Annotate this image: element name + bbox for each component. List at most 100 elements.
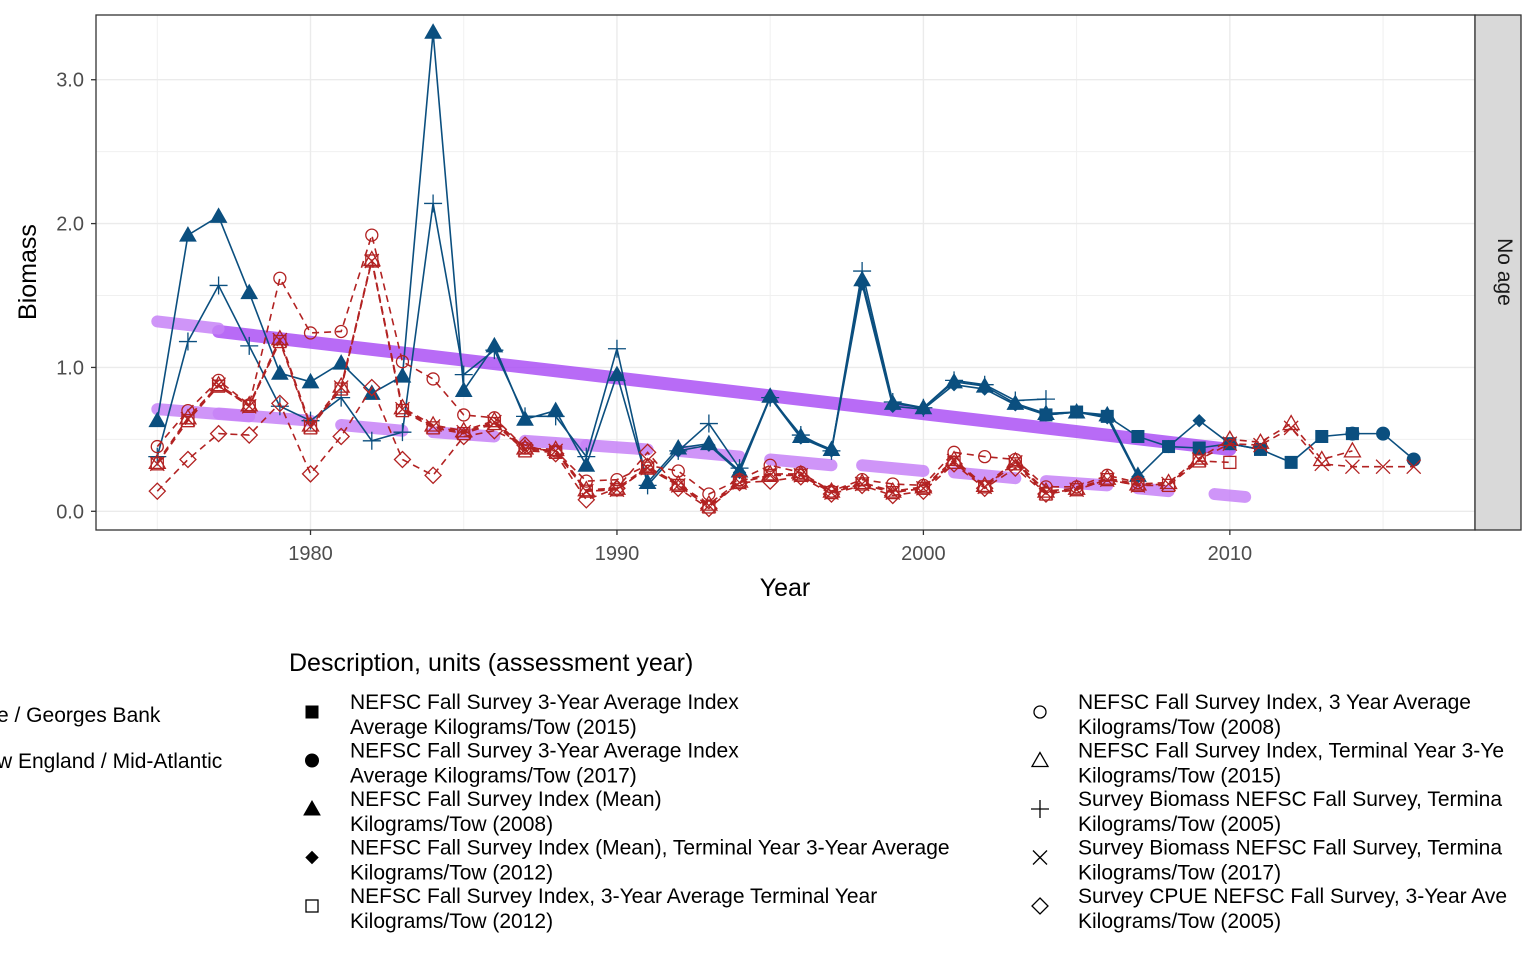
data-point-open-triangle: [1030, 751, 1050, 768]
data-point-open-triangle: [944, 450, 964, 467]
data-point-cross: [1099, 472, 1115, 488]
data-point-open-triangle: [638, 457, 657, 474]
data-point-cross: [670, 477, 686, 493]
trend-line-segment: [856, 459, 930, 478]
data-point-triangle: [608, 365, 626, 382]
data-point-open-triangle: [730, 471, 749, 488]
region-legend: e / Georges Bank w England / Mid-Atlantic: [0, 704, 222, 773]
legend-item: NEFSC Fall Survey 3-Year Average IndexAv…: [305, 740, 739, 788]
data-point-open-triangle: [301, 415, 320, 432]
data-point-open-diamond: [791, 467, 810, 486]
data-point-open-diamond: [975, 479, 994, 498]
data-point-open-circle: [426, 372, 440, 386]
data-point-diamond: [977, 382, 992, 396]
facet-strip: [1474, 14, 1522, 531]
x-tick-label: 2010: [1208, 543, 1253, 565]
data-point-open-triangle: [362, 250, 381, 267]
trend-line-segment: [672, 444, 746, 463]
data-point-open-circle: [303, 326, 318, 340]
data-point-cross: [701, 498, 717, 514]
legend-item-line2: Average Kilograms/Tow (2015): [350, 716, 637, 739]
data-point-cross: [241, 398, 257, 414]
trend-line-segment: [151, 315, 225, 335]
series-line: [156, 203, 1047, 488]
data-point-open-triangle: [577, 480, 596, 497]
data-point-square: [1315, 429, 1329, 443]
data-point-open-diamond: [393, 450, 412, 469]
region-legend-label: e / Georges Bank: [0, 704, 161, 727]
data-point-cross: [1314, 456, 1330, 472]
data-point-triangle: [240, 283, 259, 300]
data-point-cross: [548, 443, 564, 459]
legend-item-line1: NEFSC Fall Survey Index, 3 Year Average: [1078, 691, 1471, 714]
data-point-diamond: [1192, 413, 1206, 428]
legend-item-line1: NEFSC Fall Survey Index (Mean): [350, 788, 662, 811]
data-point-plus: [546, 407, 565, 426]
data-point-open-triangle: [1067, 478, 1086, 495]
data-point-open-circle: [150, 439, 164, 454]
data-point-triangle: [454, 381, 473, 397]
data-point-circle: [305, 753, 319, 768]
legend-item-line2: Kilograms/Tow (2012): [350, 862, 553, 885]
data-point-open-diamond: [1031, 897, 1049, 915]
data-point-open-triangle: [1343, 441, 1362, 458]
data-point-open-circle: [395, 355, 410, 369]
data-point-plus: [485, 341, 504, 360]
y-axis-title: Biomass: [14, 224, 42, 320]
y-axis: 0.0 1.0 2.0 3.0: [56, 70, 96, 523]
data-point-cross: [456, 424, 472, 440]
data-point-diamond: [763, 390, 777, 405]
data-point-cross: [425, 418, 441, 434]
data-point-open-diamond: [454, 427, 473, 446]
data-point-cross: [149, 456, 165, 472]
x-axis: 1980 1990 2000 2010: [288, 530, 1252, 565]
data-point-open-circle: [886, 477, 900, 491]
data-point-open-triangle: [393, 398, 412, 415]
data-point-cross: [333, 380, 349, 396]
data-point-open-diamond: [669, 479, 688, 498]
trend-line-overall: [212, 324, 1237, 456]
data-point-plus: [393, 423, 412, 442]
data-point-open-triangle: [1190, 448, 1209, 465]
legend-item-line1: NEFSC Fall Survey 3-Year Average Index: [350, 740, 739, 763]
data-point-open-circle: [457, 408, 471, 422]
trend-line-segment: [1208, 488, 1252, 503]
data-point-diamond: [855, 277, 869, 291]
data-point-cross: [1161, 476, 1177, 492]
data-point-plus: [699, 414, 718, 433]
data-point-open-diamond: [699, 499, 718, 518]
legend-item-line2: Kilograms/Tow (2012): [350, 910, 553, 933]
data-point-open-diamond: [209, 424, 228, 443]
data-point-open-diamond: [883, 486, 902, 505]
data-point-open-diamond: [301, 464, 320, 483]
data-point-cross: [517, 441, 533, 457]
data-point-diamond: [916, 402, 931, 416]
data-point-open-diamond: [822, 485, 841, 503]
data-point-open-diamond: [608, 479, 626, 498]
legend-item-line1: Survey Biomass NEFSC Fall Survey, Termin…: [1078, 788, 1502, 811]
legend-item: NEFSC Fall Survey Index (Mean)Kilograms/…: [303, 788, 662, 836]
data-point-open-circle: [1033, 705, 1047, 719]
data-point-triangle: [148, 411, 167, 428]
data-point-open-diamond: [546, 444, 565, 463]
data-point-open-circle: [334, 324, 348, 339]
data-point-open-diamond: [1006, 459, 1025, 478]
data-point-open-triangle: [270, 329, 289, 346]
data-point-square: [1192, 441, 1206, 455]
data-point-cross: [1222, 436, 1238, 452]
series-line: [156, 232, 1139, 495]
data-point-open-square: [305, 899, 319, 913]
facet-strip-label: No age: [1493, 238, 1516, 306]
data-point-plus: [1036, 390, 1055, 409]
legend-item-line1: NEFSC Fall Survey 3-Year Average Index: [350, 691, 739, 714]
data-point-open-square: [1223, 455, 1237, 470]
legend-item: NEFSC Fall Survey Index (Mean), Terminal…: [305, 837, 950, 885]
data-point-cross: [1375, 459, 1391, 475]
data-point-open-triangle: [454, 421, 473, 438]
data-point-plus: [178, 332, 197, 351]
data-point-open-diamond: [424, 466, 443, 485]
data-point-open-triangle: [1282, 414, 1301, 431]
data-point-square: [1070, 405, 1084, 419]
data-point-plus: [607, 339, 626, 358]
data-point-triangle: [424, 23, 442, 39]
